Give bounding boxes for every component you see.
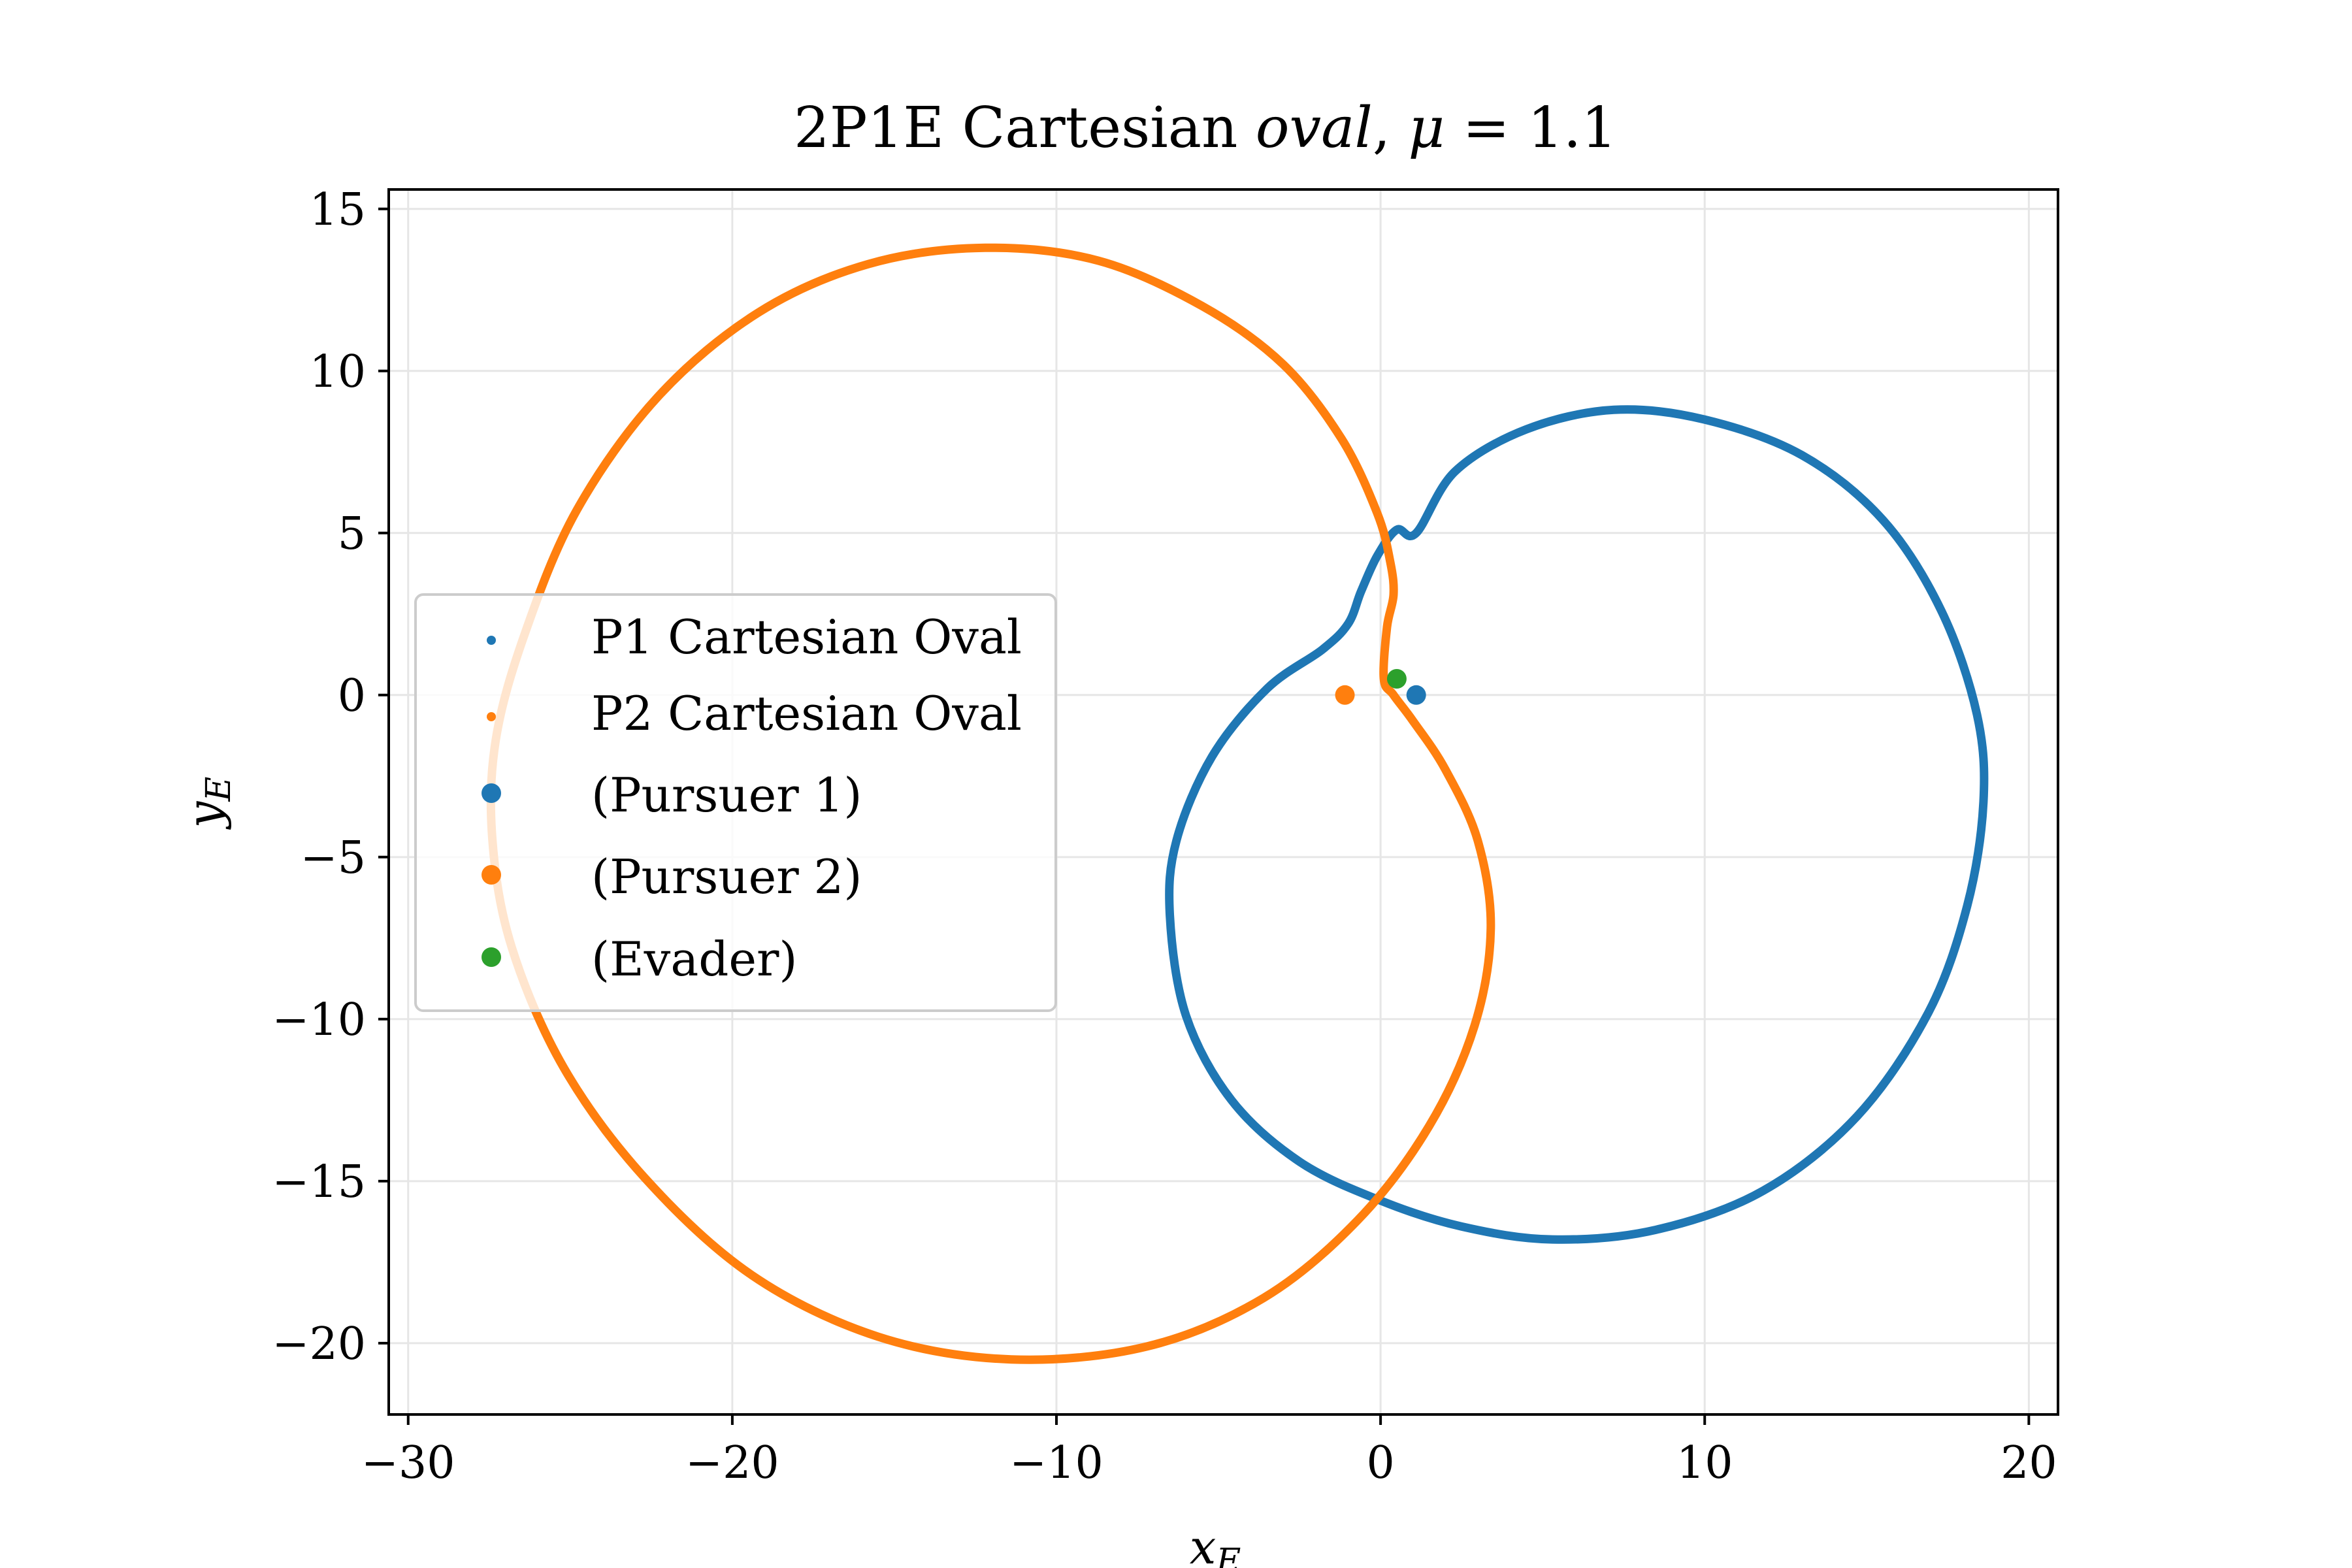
y-tick-label: −5 bbox=[301, 832, 366, 884]
legend-label-p2-oval: P2 Cartesian Oval bbox=[591, 686, 1022, 741]
chart-title-comma: , bbox=[1373, 95, 1409, 161]
legend-frame bbox=[414, 593, 1057, 1012]
x-tick-label: 0 bbox=[1366, 1437, 1394, 1489]
x-tick-label: 20 bbox=[2001, 1437, 2057, 1489]
legend-entry-evader: (Evader) bbox=[482, 932, 797, 987]
chart-title-mu: μ bbox=[1409, 95, 1445, 161]
legend-entry-pursuer-1: (Pursuer 1) bbox=[482, 768, 862, 823]
legend-entry-p1-oval: P1 Cartesian Oval bbox=[487, 610, 1022, 664]
y-axis-ticks: −20 −15 −10 −5 0 5 10 15 bbox=[272, 184, 389, 1370]
chart-title-mu-value: = 1.1 bbox=[1445, 95, 1617, 161]
legend-marker-pursuer-2 bbox=[482, 865, 501, 885]
y-tick-label: −15 bbox=[272, 1156, 366, 1208]
legend-marker-p1-oval bbox=[487, 636, 496, 645]
legend-label-evader: (Evader) bbox=[591, 932, 797, 987]
oval-curve-1 bbox=[1165, 405, 1989, 1244]
legend-label-pursuer-1: (Pursuer 1) bbox=[591, 768, 862, 823]
chart-title-prefix: 2P1E Cartesian bbox=[794, 95, 1256, 161]
y-axis-label-subscript: E bbox=[199, 777, 238, 802]
y-tick-label: 5 bbox=[338, 508, 366, 560]
x-axis-label: xE bbox=[1190, 1520, 1241, 1568]
evader-point bbox=[1386, 669, 1407, 689]
plot-frame bbox=[387, 188, 2059, 1416]
chart-title-italic: oval bbox=[1256, 95, 1373, 161]
legend-entry-pursuer-2: (Pursuer 2) bbox=[482, 849, 862, 904]
y-axis-label: yE bbox=[177, 777, 238, 830]
legend-label-p1-oval: P1 Cartesian Oval bbox=[591, 610, 1022, 664]
y-tick-label: 10 bbox=[309, 346, 366, 398]
x-tick-label: −20 bbox=[685, 1437, 779, 1489]
legend-marker-pursuer-1 bbox=[482, 783, 501, 803]
legend-label-pursuer-2: (Pursuer 2) bbox=[591, 849, 862, 904]
x-tick-label: −30 bbox=[361, 1437, 455, 1489]
x-tick-label: 10 bbox=[1676, 1437, 1733, 1489]
legend-marker-evader bbox=[482, 947, 501, 967]
x-axis-label-subscript: E bbox=[1215, 1542, 1241, 1568]
chart-title: 2P1E Cartesian oval, μ = 1.1 bbox=[794, 95, 1617, 161]
legend-marker-p2-oval bbox=[487, 712, 496, 721]
pursuer-2-point bbox=[1335, 685, 1355, 705]
y-tick-label: 15 bbox=[309, 184, 366, 236]
x-axis-ticks: −30 −20 −10 0 10 20 bbox=[361, 1414, 2057, 1489]
y-tick-label: −20 bbox=[272, 1318, 366, 1370]
y-tick-label: 0 bbox=[338, 670, 366, 722]
pursuer-1-point bbox=[1406, 685, 1426, 705]
legend-entry-p2-oval: P2 Cartesian Oval bbox=[487, 686, 1022, 741]
y-tick-label: −10 bbox=[272, 994, 366, 1046]
x-tick-label: −10 bbox=[1009, 1437, 1103, 1489]
legend: P1 Cartesian Oval P2 Cartesian Oval (Pur… bbox=[414, 593, 1057, 1012]
